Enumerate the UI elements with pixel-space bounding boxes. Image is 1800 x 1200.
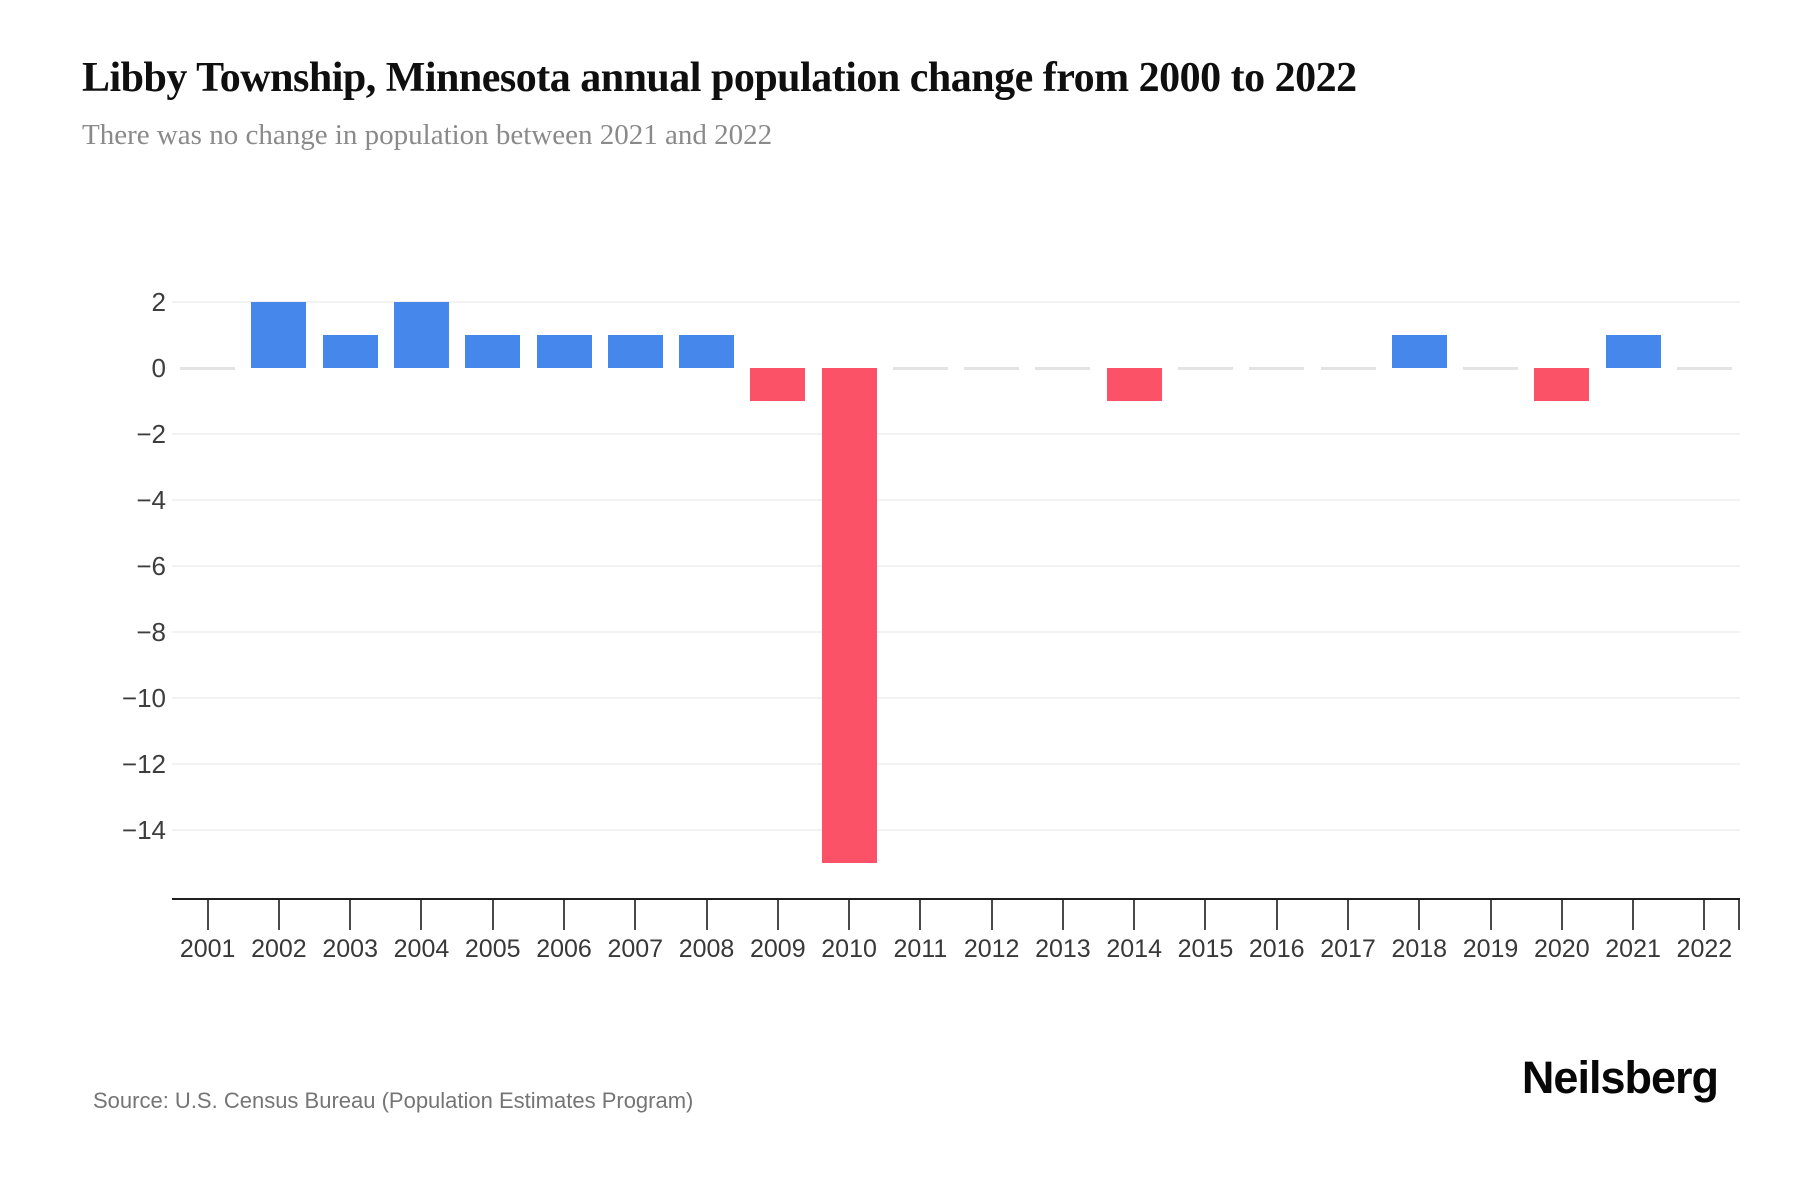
source-note: Source: U.S. Census Bureau (Population E…: [93, 1088, 694, 1113]
x-axis-label-2017: 2017: [1320, 935, 1376, 963]
x-tick-2009: [776, 900, 779, 930]
x-axis-label-2016: 2016: [1248, 935, 1305, 963]
x-axis-label-2008: 2008: [678, 935, 735, 963]
y-axis-label--14: −14: [121, 815, 166, 845]
y-axis-label--6: −6: [136, 551, 166, 581]
gridline-y-2: [172, 433, 1740, 435]
gridline-y-4: [172, 499, 1740, 501]
bar-2006[interactable]: [536, 335, 592, 368]
y-axis-label--2: −2: [136, 419, 166, 449]
bar-2020[interactable]: [1534, 368, 1590, 401]
x-axis-label-2006: 2006: [536, 935, 592, 963]
y-axis-label--10: −10: [121, 683, 166, 713]
x-tick-2001: [206, 900, 209, 930]
x-axis-label-2004: 2004: [393, 935, 450, 963]
x-tick-2013: [1061, 900, 1064, 930]
zero-value-dash-2013: [1035, 367, 1091, 370]
x-tick-2007: [634, 900, 637, 930]
bar-2018[interactable]: [1391, 335, 1447, 368]
bar-2002[interactable]: [251, 302, 307, 368]
x-tick-2008: [705, 900, 708, 930]
bar-2014[interactable]: [1106, 368, 1162, 401]
zero-value-dash-2012: [964, 367, 1020, 370]
x-axis-label-2019: 2019: [1462, 935, 1519, 963]
x-axis-label-2002: 2002: [251, 935, 307, 963]
x-tick-2010: [848, 900, 851, 930]
x-axis-label-2018: 2018: [1391, 935, 1448, 963]
gridline-y-12: [172, 763, 1740, 765]
gridline-y-10: [172, 697, 1740, 699]
y-axis-label--12: −12: [121, 749, 166, 779]
x-axis-label-2011: 2011: [893, 935, 948, 963]
chart-title: Libby Township, Minnesota annual populat…: [82, 55, 1357, 101]
x-tick-2002: [277, 900, 280, 930]
bar-2008[interactable]: [679, 335, 735, 368]
x-axis-label-2001: 2001: [179, 935, 236, 963]
x-tick-2018: [1418, 900, 1421, 930]
y-axis-label-2: 2: [151, 287, 166, 317]
x-axis-label-2005: 2005: [464, 935, 521, 963]
x-axis-label-2021: 2021: [1605, 935, 1661, 963]
x-tick-2019: [1489, 900, 1492, 930]
x-axis-label-2003: 2003: [322, 935, 378, 963]
x-tick-axis-end: [1738, 900, 1740, 930]
x-axis-label-2012: 2012: [963, 935, 1020, 963]
x-axis-label-2007: 2007: [607, 935, 664, 963]
bar-2010[interactable]: [821, 368, 877, 863]
y-axis-label-0: 0: [151, 353, 166, 383]
x-axis-label-2020: 2020: [1534, 935, 1590, 963]
brand-logo: Neilsberg: [1521, 1052, 1719, 1103]
bar-2009[interactable]: [750, 368, 806, 401]
bar-2007[interactable]: [607, 335, 663, 368]
zero-value-dash-2016: [1249, 367, 1305, 370]
y-axis-label--8: −8: [136, 617, 166, 647]
x-tick-2017: [1347, 900, 1349, 930]
x-tick-2015: [1204, 900, 1207, 930]
x-tick-2016: [1275, 900, 1278, 930]
x-tick-2004: [420, 900, 423, 930]
x-tick-2005: [491, 900, 494, 930]
zero-value-dash-2022: [1676, 367, 1732, 370]
bar-2003[interactable]: [322, 335, 378, 368]
bar-2004[interactable]: [393, 302, 449, 368]
zero-value-dash-2011: [892, 367, 948, 370]
x-axis-label-2022: 2022: [1676, 935, 1733, 963]
x-tick-2021: [1632, 900, 1635, 930]
x-axis-label-2010: 2010: [821, 935, 877, 963]
y-axis-label--4: −4: [136, 485, 166, 515]
x-axis-line: [172, 898, 1740, 900]
x-tick-2011: [919, 900, 922, 930]
zero-value-dash-2015: [1177, 367, 1233, 370]
x-tick-2022: [1703, 900, 1706, 930]
zero-value-dash-2017: [1320, 367, 1376, 370]
x-tick-2014: [1133, 900, 1136, 930]
x-axis-label-2015: 2015: [1177, 935, 1234, 963]
x-tick-2012: [990, 900, 993, 930]
x-tick-2020: [1560, 900, 1563, 930]
x-axis-label-2013: 2013: [1035, 935, 1091, 963]
gridline-y-8: [172, 631, 1740, 633]
x-tick-2006: [563, 900, 565, 930]
bar-2005[interactable]: [465, 335, 521, 368]
x-axis-label-2009: 2009: [750, 935, 806, 963]
gridline-y2: [172, 301, 1740, 303]
gridline-y-6: [172, 565, 1740, 567]
x-tick-2003: [349, 900, 352, 930]
chart-subtitle: There was no change in population betwee…: [82, 119, 773, 151]
gridline-y-14: [172, 829, 1740, 831]
zero-value-dash-2001: [180, 367, 236, 370]
zero-value-dash-2019: [1463, 367, 1519, 370]
bar-2021[interactable]: [1605, 335, 1661, 368]
x-axis-label-2014: 2014: [1106, 935, 1162, 963]
